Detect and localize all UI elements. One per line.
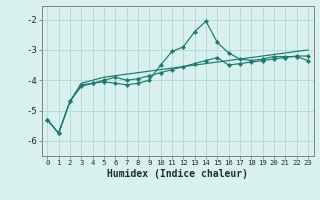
X-axis label: Humidex (Indice chaleur): Humidex (Indice chaleur) [107, 169, 248, 179]
